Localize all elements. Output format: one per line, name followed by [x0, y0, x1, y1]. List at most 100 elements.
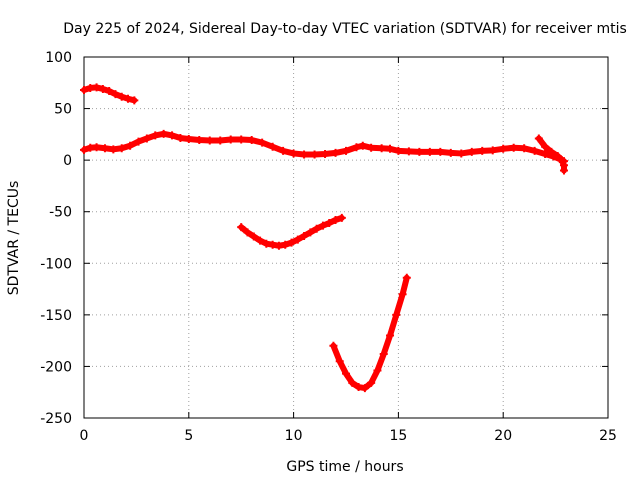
- data-point: [176, 133, 185, 142]
- y-tick-label: -100: [40, 256, 72, 272]
- data-point: [386, 144, 395, 153]
- y-tick-label: 100: [45, 50, 72, 66]
- data-point: [306, 228, 315, 237]
- data-point: [398, 290, 407, 299]
- data-point: [325, 219, 334, 228]
- data-point: [105, 87, 114, 96]
- data-point: [367, 143, 376, 152]
- data-point: [287, 238, 296, 247]
- data-point: [446, 148, 455, 157]
- data-point: [402, 273, 411, 282]
- series-4: [237, 213, 346, 250]
- data-point: [226, 135, 235, 144]
- x-tick-label: 10: [285, 428, 303, 444]
- x-tick-label: 20: [494, 428, 512, 444]
- x-tick-label: 25: [599, 428, 617, 444]
- data-point: [530, 146, 539, 155]
- data-point: [142, 134, 151, 143]
- data-point: [358, 141, 367, 150]
- data-point: [488, 146, 497, 155]
- data-point: [386, 331, 395, 340]
- data-point: [318, 221, 327, 230]
- data-point: [159, 129, 168, 138]
- data-point: [92, 143, 101, 152]
- data-point: [352, 143, 361, 152]
- data-point: [312, 224, 321, 233]
- series-2: [80, 129, 568, 166]
- data-point: [367, 378, 376, 387]
- series-trace: [81, 130, 567, 165]
- data-point: [258, 138, 267, 147]
- series-1: [80, 83, 139, 105]
- data-point: [329, 341, 338, 350]
- data-point: [354, 383, 363, 392]
- data-point: [541, 149, 550, 158]
- data-point: [467, 147, 476, 156]
- y-tick-label: -50: [49, 205, 72, 221]
- data-point: [310, 150, 319, 159]
- data-point: [151, 131, 160, 140]
- data-point: [249, 232, 258, 241]
- data-point: [360, 384, 369, 393]
- data-point: [130, 96, 139, 105]
- data-point: [262, 239, 271, 248]
- data-point: [111, 90, 120, 99]
- data-point: [184, 134, 193, 143]
- series-3: [534, 134, 568, 175]
- data-point: [394, 146, 403, 155]
- data-point: [331, 215, 340, 224]
- data-point: [289, 149, 298, 158]
- data-point: [168, 131, 177, 140]
- data-point: [80, 145, 88, 154]
- data-point: [216, 136, 225, 145]
- data-point: [436, 147, 445, 156]
- data-point: [109, 145, 118, 154]
- data-point: [321, 149, 330, 158]
- data-point: [268, 240, 277, 249]
- data-point: [342, 146, 350, 155]
- x-tick-label: 0: [80, 428, 89, 444]
- data-point: [373, 366, 382, 375]
- data-point: [205, 136, 214, 145]
- data-point: [404, 147, 413, 156]
- data-point: [300, 231, 309, 240]
- data-point: [300, 150, 309, 159]
- data-point: [499, 144, 508, 153]
- chart-title: Day 225 of 2024, Sidereal Day-to-day VTE…: [63, 21, 627, 37]
- data-point: [92, 83, 101, 92]
- y-tick-label: -200: [40, 359, 72, 375]
- data-point: [557, 156, 566, 165]
- data-point: [335, 357, 344, 366]
- y-tick-label: -150: [40, 308, 72, 324]
- data-point: [331, 148, 340, 157]
- data-point: [457, 149, 466, 158]
- data-point: [124, 94, 133, 103]
- data-point: [553, 152, 562, 161]
- ticks: 0 5 10 15 20 25 -250 -200 -150 -100 -50 0 50 100: [40, 50, 617, 444]
- data-point: [134, 137, 143, 146]
- data-point: [256, 236, 265, 245]
- data-point: [559, 166, 568, 175]
- y-axis-label: SDTVAR / TECUs: [6, 181, 22, 296]
- data-point: [342, 369, 350, 378]
- series-5: [329, 273, 411, 393]
- y-tick-label: 0: [63, 153, 72, 169]
- data-point: [478, 146, 487, 155]
- series-group: [80, 83, 568, 393]
- data-point: [117, 144, 126, 153]
- data-point: [415, 147, 424, 156]
- data-point: [377, 144, 386, 153]
- data-point: [379, 350, 388, 359]
- data-point: [274, 241, 283, 250]
- data-point: [348, 378, 357, 387]
- data-point: [281, 240, 290, 249]
- data-point: [279, 146, 288, 155]
- data-point: [547, 147, 556, 156]
- data-point: [425, 147, 434, 156]
- data-point: [541, 142, 550, 151]
- data-point: [195, 136, 204, 145]
- y-tick-label: 50: [54, 102, 72, 118]
- data-point: [509, 143, 518, 152]
- plot-frame: [83, 56, 609, 419]
